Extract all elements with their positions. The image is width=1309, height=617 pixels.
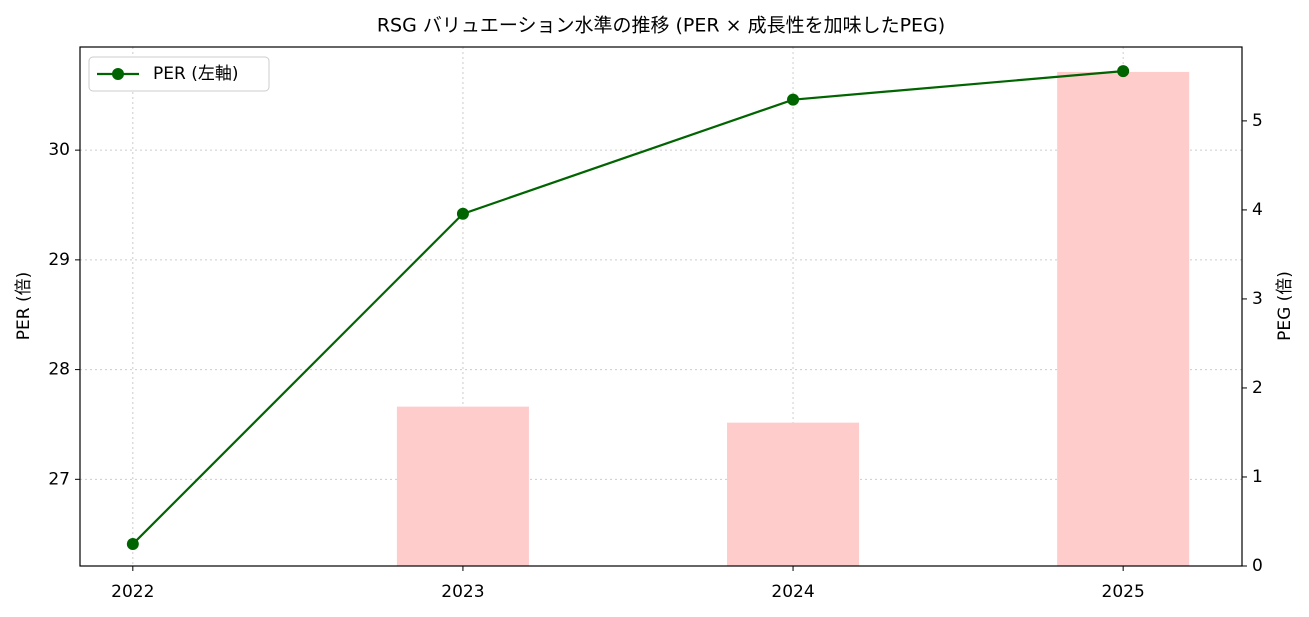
y2-tick-label: 2 (1252, 378, 1263, 398)
point (787, 93, 800, 106)
y2-axis-label: PEG (倍) (1275, 271, 1295, 341)
x-tick-label: 2022 (111, 582, 154, 602)
bar (396, 406, 529, 566)
plot-frame (79, 46, 1243, 567)
bar (727, 422, 860, 566)
chart-title: RSG バリュエーション水準の推移 (PER × 成長性を加味したPEG) (377, 15, 945, 37)
y2-tick-label: 3 (1252, 289, 1263, 309)
x-tick-label: 2025 (1102, 582, 1145, 602)
legend-marker (112, 68, 124, 80)
y2-tick-label: 5 (1252, 111, 1263, 131)
y-axis-label: PER (倍) (14, 272, 34, 340)
y2-tick-label: 4 (1252, 200, 1263, 220)
point (1117, 65, 1130, 78)
point (456, 207, 469, 220)
x-tick-label: 2023 (441, 582, 484, 602)
y2-tick-label: 1 (1252, 467, 1263, 487)
line (132, 70, 1124, 545)
x-tick-label: 2024 (771, 582, 814, 602)
bar (1057, 71, 1190, 567)
y-tick-label: 27 (48, 469, 70, 489)
legend-box (88, 56, 270, 92)
y-tick-label: 29 (48, 250, 70, 270)
legend-label: PER (左軸) (153, 64, 238, 84)
y-tick-label: 30 (48, 140, 70, 160)
y-tick-label: 28 (48, 360, 70, 380)
y2-tick-label: 0 (1252, 556, 1263, 576)
point (126, 538, 139, 551)
